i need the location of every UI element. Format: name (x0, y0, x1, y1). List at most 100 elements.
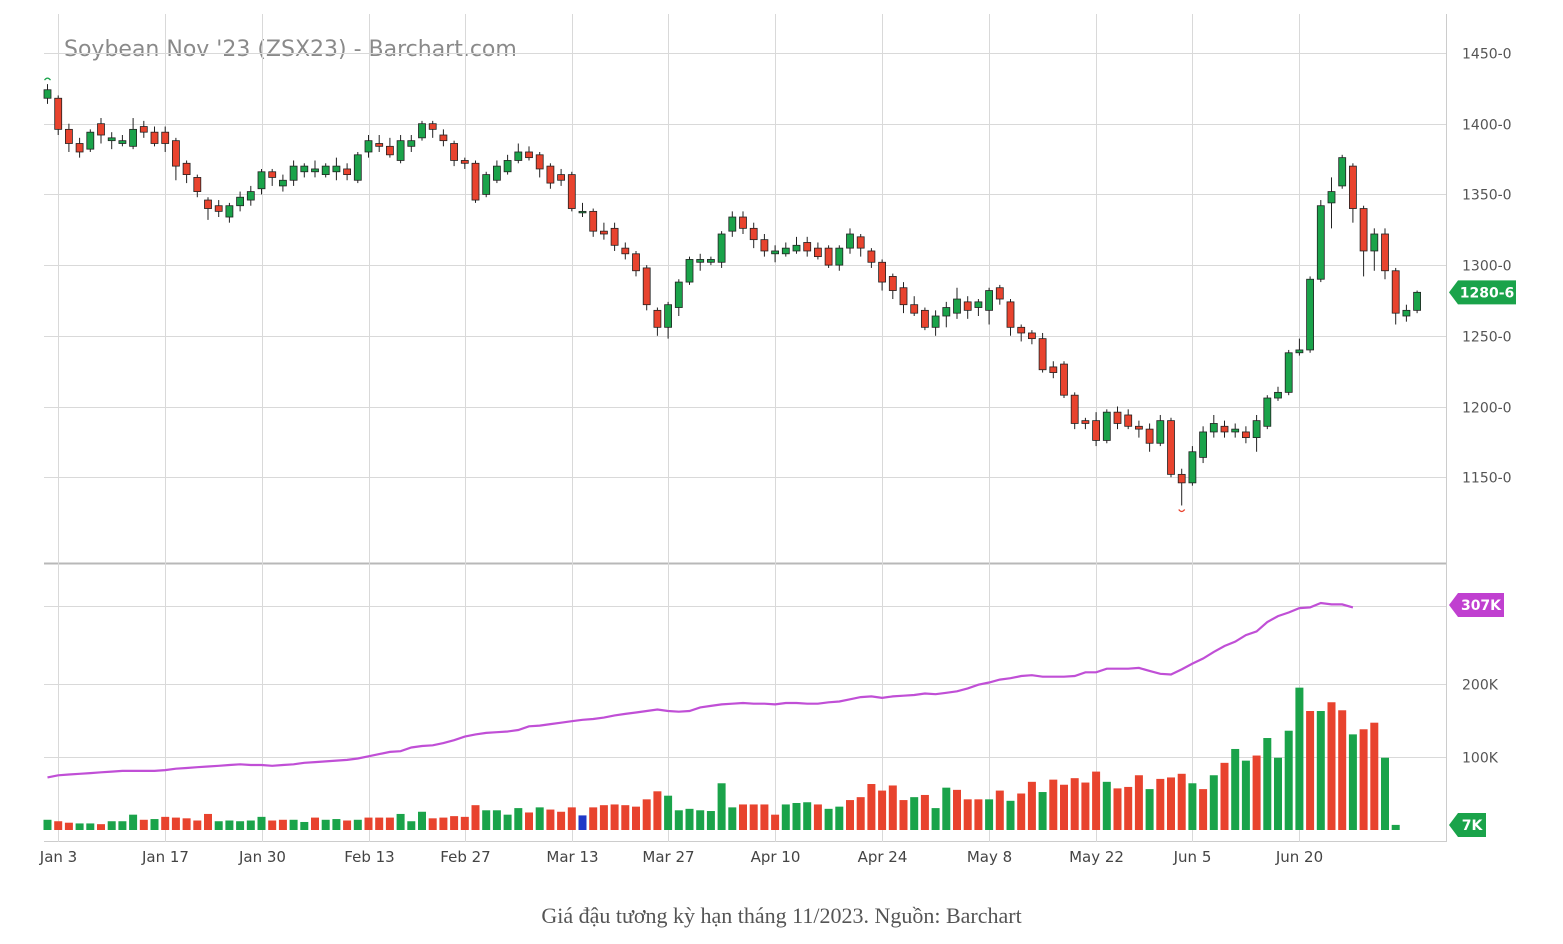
candle-body (995, 287, 1004, 300)
volume-bar (942, 787, 951, 830)
candle-body (1402, 309, 1411, 317)
candle-body (739, 216, 747, 229)
candle-body (632, 253, 640, 272)
candle-body (278, 179, 287, 187)
volume-bar (696, 810, 705, 830)
candle-body (1177, 473, 1186, 484)
volume-bar (1263, 738, 1272, 830)
candle-body (214, 205, 223, 212)
volume-bar (706, 811, 715, 830)
price-tick-label: 1400-0 (1462, 118, 1512, 134)
volume-bar (321, 819, 330, 830)
candle-body (460, 160, 469, 164)
candle-body (824, 247, 833, 266)
volume-bar (653, 791, 662, 830)
volume-bar (43, 819, 52, 830)
volume-bar (1391, 824, 1400, 830)
candle-body (236, 196, 245, 207)
volume-bar (771, 814, 780, 830)
candle-body (225, 205, 234, 218)
candle-body (685, 259, 694, 283)
volume-bar (1145, 789, 1154, 830)
candle-body (1070, 394, 1079, 424)
candle-body (1113, 411, 1122, 424)
candle-body (696, 259, 705, 263)
candle-body (1284, 352, 1293, 393)
open-interest-badge-shape (1449, 593, 1504, 617)
x-tick-label: Jun 20 (1275, 848, 1323, 866)
volume-bar (1209, 775, 1218, 830)
volume-bar (54, 821, 63, 830)
candle-body (407, 140, 416, 147)
candle-body (942, 307, 951, 317)
volume-bar (460, 816, 469, 830)
candle-body (760, 239, 769, 252)
candle-body (311, 168, 319, 173)
candle-body (931, 315, 940, 328)
volume-bar (1167, 777, 1175, 830)
candle-body (888, 276, 897, 291)
candle-body (578, 210, 587, 214)
volume-bar (107, 821, 116, 830)
volume-bar (1241, 760, 1250, 830)
candle-body (385, 145, 394, 156)
candle-body (482, 174, 491, 195)
candle-body (974, 301, 983, 308)
volume-bar (1134, 775, 1143, 830)
volume-bar (1348, 734, 1357, 830)
candle-body (1338, 157, 1347, 187)
candle-body (653, 309, 662, 328)
volume-bar (599, 805, 608, 830)
badges: 1280-6 307K 7K (1449, 280, 1516, 837)
volume-bar (749, 804, 758, 830)
candle-body (1274, 391, 1282, 399)
candle-body (257, 171, 266, 190)
volume-bar (963, 799, 972, 830)
candle-body (171, 140, 180, 167)
volume-bar (920, 794, 929, 830)
volume-bar (364, 817, 373, 830)
volume-bar (1316, 711, 1325, 830)
candle-body (781, 247, 790, 255)
candle-body (428, 123, 437, 130)
volume-bar (1113, 788, 1122, 830)
candle-body (1263, 397, 1272, 427)
volume-tick-label: 100K (1462, 751, 1499, 767)
volume-bar (1006, 800, 1015, 830)
price-tick-label: 1450-0 (1462, 47, 1512, 63)
volume-bar (118, 821, 127, 830)
volume-bar (1284, 730, 1293, 830)
volume-bar (899, 800, 908, 830)
price-axis: 1450-0 1400-0 1350-0 1300-0 1250-0 1200-0 1150… (1462, 47, 1512, 487)
volume-bar (931, 808, 940, 830)
candle-body (621, 247, 630, 255)
x-tick-label: Apr 24 (858, 848, 908, 866)
candle-body (129, 128, 138, 147)
volume-bar (139, 819, 148, 830)
volume-badge-label: 7K (1462, 818, 1484, 834)
candle-body (1370, 233, 1379, 252)
volume-bar (685, 808, 694, 830)
volume-bar (717, 783, 726, 830)
volume-bar (525, 812, 533, 830)
volume-bar (1049, 779, 1058, 830)
volume-bar (985, 799, 994, 830)
candle-body (86, 131, 95, 150)
volume-bar (674, 810, 683, 830)
candle-body (664, 304, 672, 328)
volume-bar (632, 806, 640, 830)
candle-body (803, 242, 812, 252)
open-interest-series (47, 601, 1354, 779)
candle-body (1038, 338, 1047, 371)
volume-bar (910, 797, 919, 830)
candle-body (75, 143, 84, 153)
candle-body (525, 151, 533, 159)
volume-bar (439, 817, 448, 830)
x-tick-label: May 8 (967, 848, 1012, 866)
candle-body (418, 123, 426, 139)
candle-body (439, 134, 448, 142)
candle-body (674, 281, 683, 308)
volume-bar (311, 817, 319, 830)
candle-body (1231, 428, 1240, 433)
volume-bar (471, 805, 480, 830)
